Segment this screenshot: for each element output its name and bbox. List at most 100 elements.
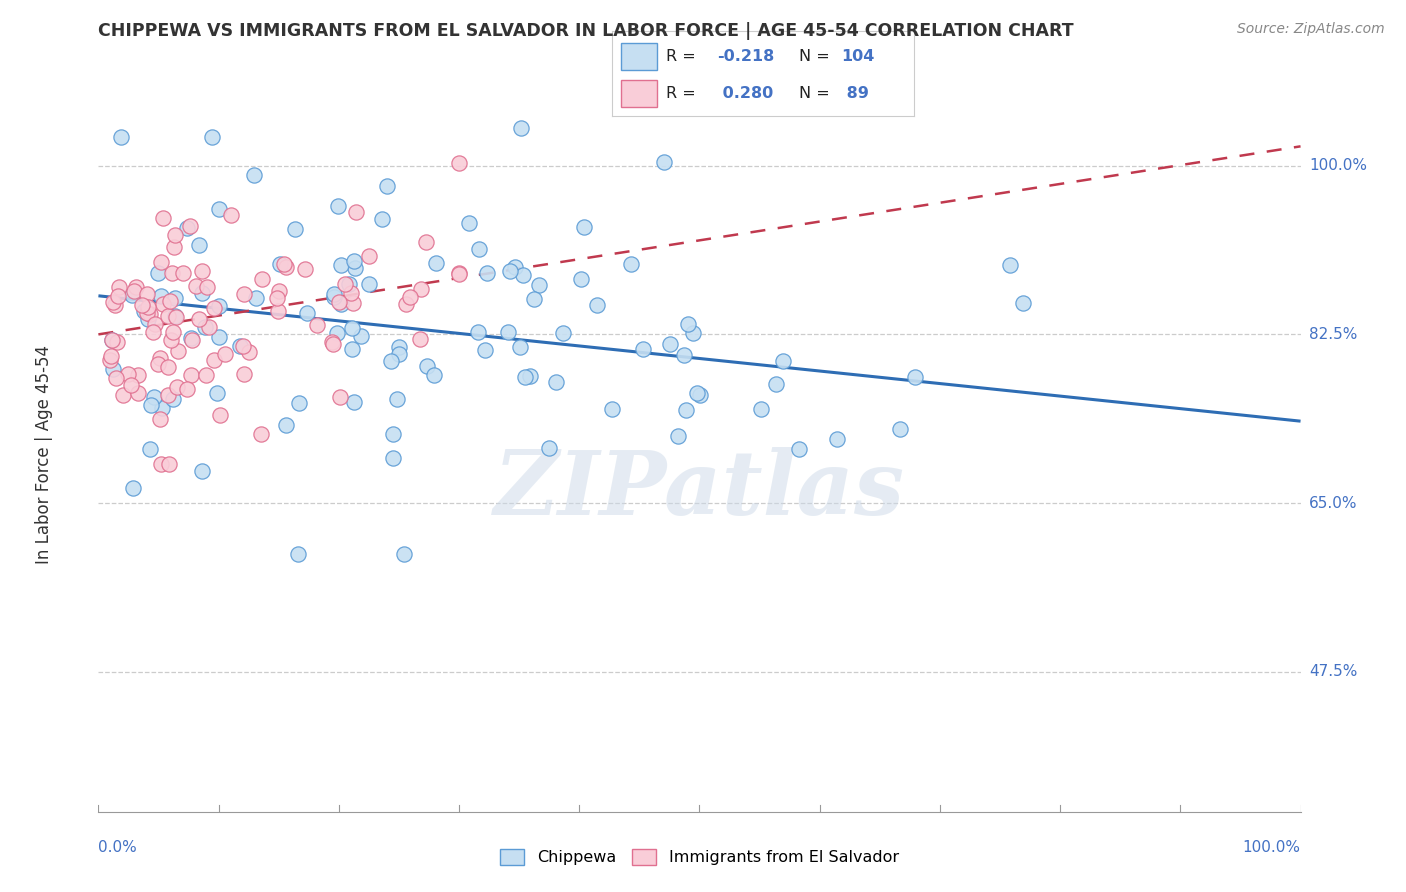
Point	[749, 401, 772, 416]
Point	[193, 320, 215, 334]
Point	[399, 290, 422, 304]
Point	[359, 277, 381, 292]
Point	[387, 392, 409, 407]
Point	[337, 277, 360, 291]
Text: In Labor Force | Age 45-54: In Labor Force | Age 45-54	[35, 345, 53, 565]
Point	[340, 321, 363, 335]
Point	[208, 299, 231, 313]
Point	[689, 388, 711, 402]
Point	[586, 298, 609, 312]
Point	[287, 396, 309, 410]
Text: 104: 104	[841, 49, 875, 64]
Point	[666, 429, 689, 443]
Point	[475, 266, 498, 280]
Point	[519, 369, 541, 384]
Point	[297, 306, 319, 320]
Point	[136, 312, 159, 326]
Point	[163, 240, 186, 254]
Point	[148, 351, 170, 365]
Point	[322, 287, 344, 301]
Point	[467, 325, 489, 339]
Point	[180, 368, 202, 383]
Point	[104, 298, 127, 312]
Point	[382, 451, 405, 466]
Bar	[620, 43, 657, 70]
Point	[148, 266, 170, 280]
Point	[136, 300, 159, 314]
Point	[188, 311, 211, 326]
Point	[110, 130, 132, 145]
Text: Source: ZipAtlas.com: Source: ZipAtlas.com	[1237, 22, 1385, 37]
Point	[101, 333, 124, 347]
Point	[208, 202, 231, 217]
Point	[157, 457, 180, 471]
Point	[772, 354, 794, 368]
Point	[631, 342, 654, 356]
Point	[330, 258, 353, 272]
Point	[176, 382, 198, 396]
Point	[120, 377, 142, 392]
Point	[276, 260, 298, 274]
Point	[139, 307, 162, 321]
Point	[357, 249, 380, 263]
Point	[232, 367, 254, 381]
Text: 47.5%: 47.5%	[1309, 665, 1357, 680]
Point	[321, 334, 343, 349]
Point	[408, 333, 430, 347]
Point	[686, 386, 709, 401]
Point	[676, 318, 699, 332]
Point	[620, 257, 643, 271]
Text: -0.218: -0.218	[717, 49, 775, 64]
Point	[512, 268, 534, 283]
Point	[187, 238, 209, 252]
Point	[509, 340, 531, 354]
Point	[474, 343, 496, 358]
Point	[191, 263, 214, 277]
Point	[672, 348, 695, 362]
Point	[388, 347, 411, 361]
Point	[105, 334, 128, 349]
Point	[163, 227, 186, 242]
Point	[889, 422, 911, 436]
Point	[117, 367, 139, 381]
Point	[682, 326, 704, 341]
Point	[143, 317, 166, 331]
Point	[162, 325, 184, 339]
Point	[172, 267, 194, 281]
Text: 65.0%: 65.0%	[1309, 496, 1357, 510]
Point	[165, 310, 187, 324]
Point	[101, 361, 124, 376]
Point	[163, 291, 186, 305]
Point	[202, 301, 225, 316]
Point	[287, 547, 309, 561]
Text: 0.280: 0.280	[717, 87, 773, 102]
Point	[409, 282, 432, 296]
Point	[765, 377, 787, 392]
Point	[122, 481, 145, 495]
Point	[179, 219, 201, 234]
Point	[121, 287, 143, 301]
Point	[208, 330, 231, 344]
Point	[149, 288, 172, 302]
Point	[156, 387, 179, 401]
Point	[149, 255, 172, 269]
Text: N =: N =	[799, 87, 835, 102]
Point	[152, 211, 174, 225]
Point	[380, 353, 402, 368]
Point	[201, 129, 224, 144]
Point	[252, 272, 274, 286]
Point	[245, 291, 267, 305]
Point	[544, 375, 567, 389]
Point	[342, 296, 364, 310]
Point	[100, 333, 122, 347]
Point	[513, 370, 536, 384]
Point	[510, 120, 533, 135]
Point	[498, 264, 520, 278]
Point	[787, 442, 810, 456]
Point	[328, 295, 350, 310]
Point	[294, 262, 316, 277]
Point	[142, 326, 165, 340]
Text: 89: 89	[841, 87, 869, 102]
Point	[122, 284, 145, 298]
Point	[209, 408, 232, 422]
